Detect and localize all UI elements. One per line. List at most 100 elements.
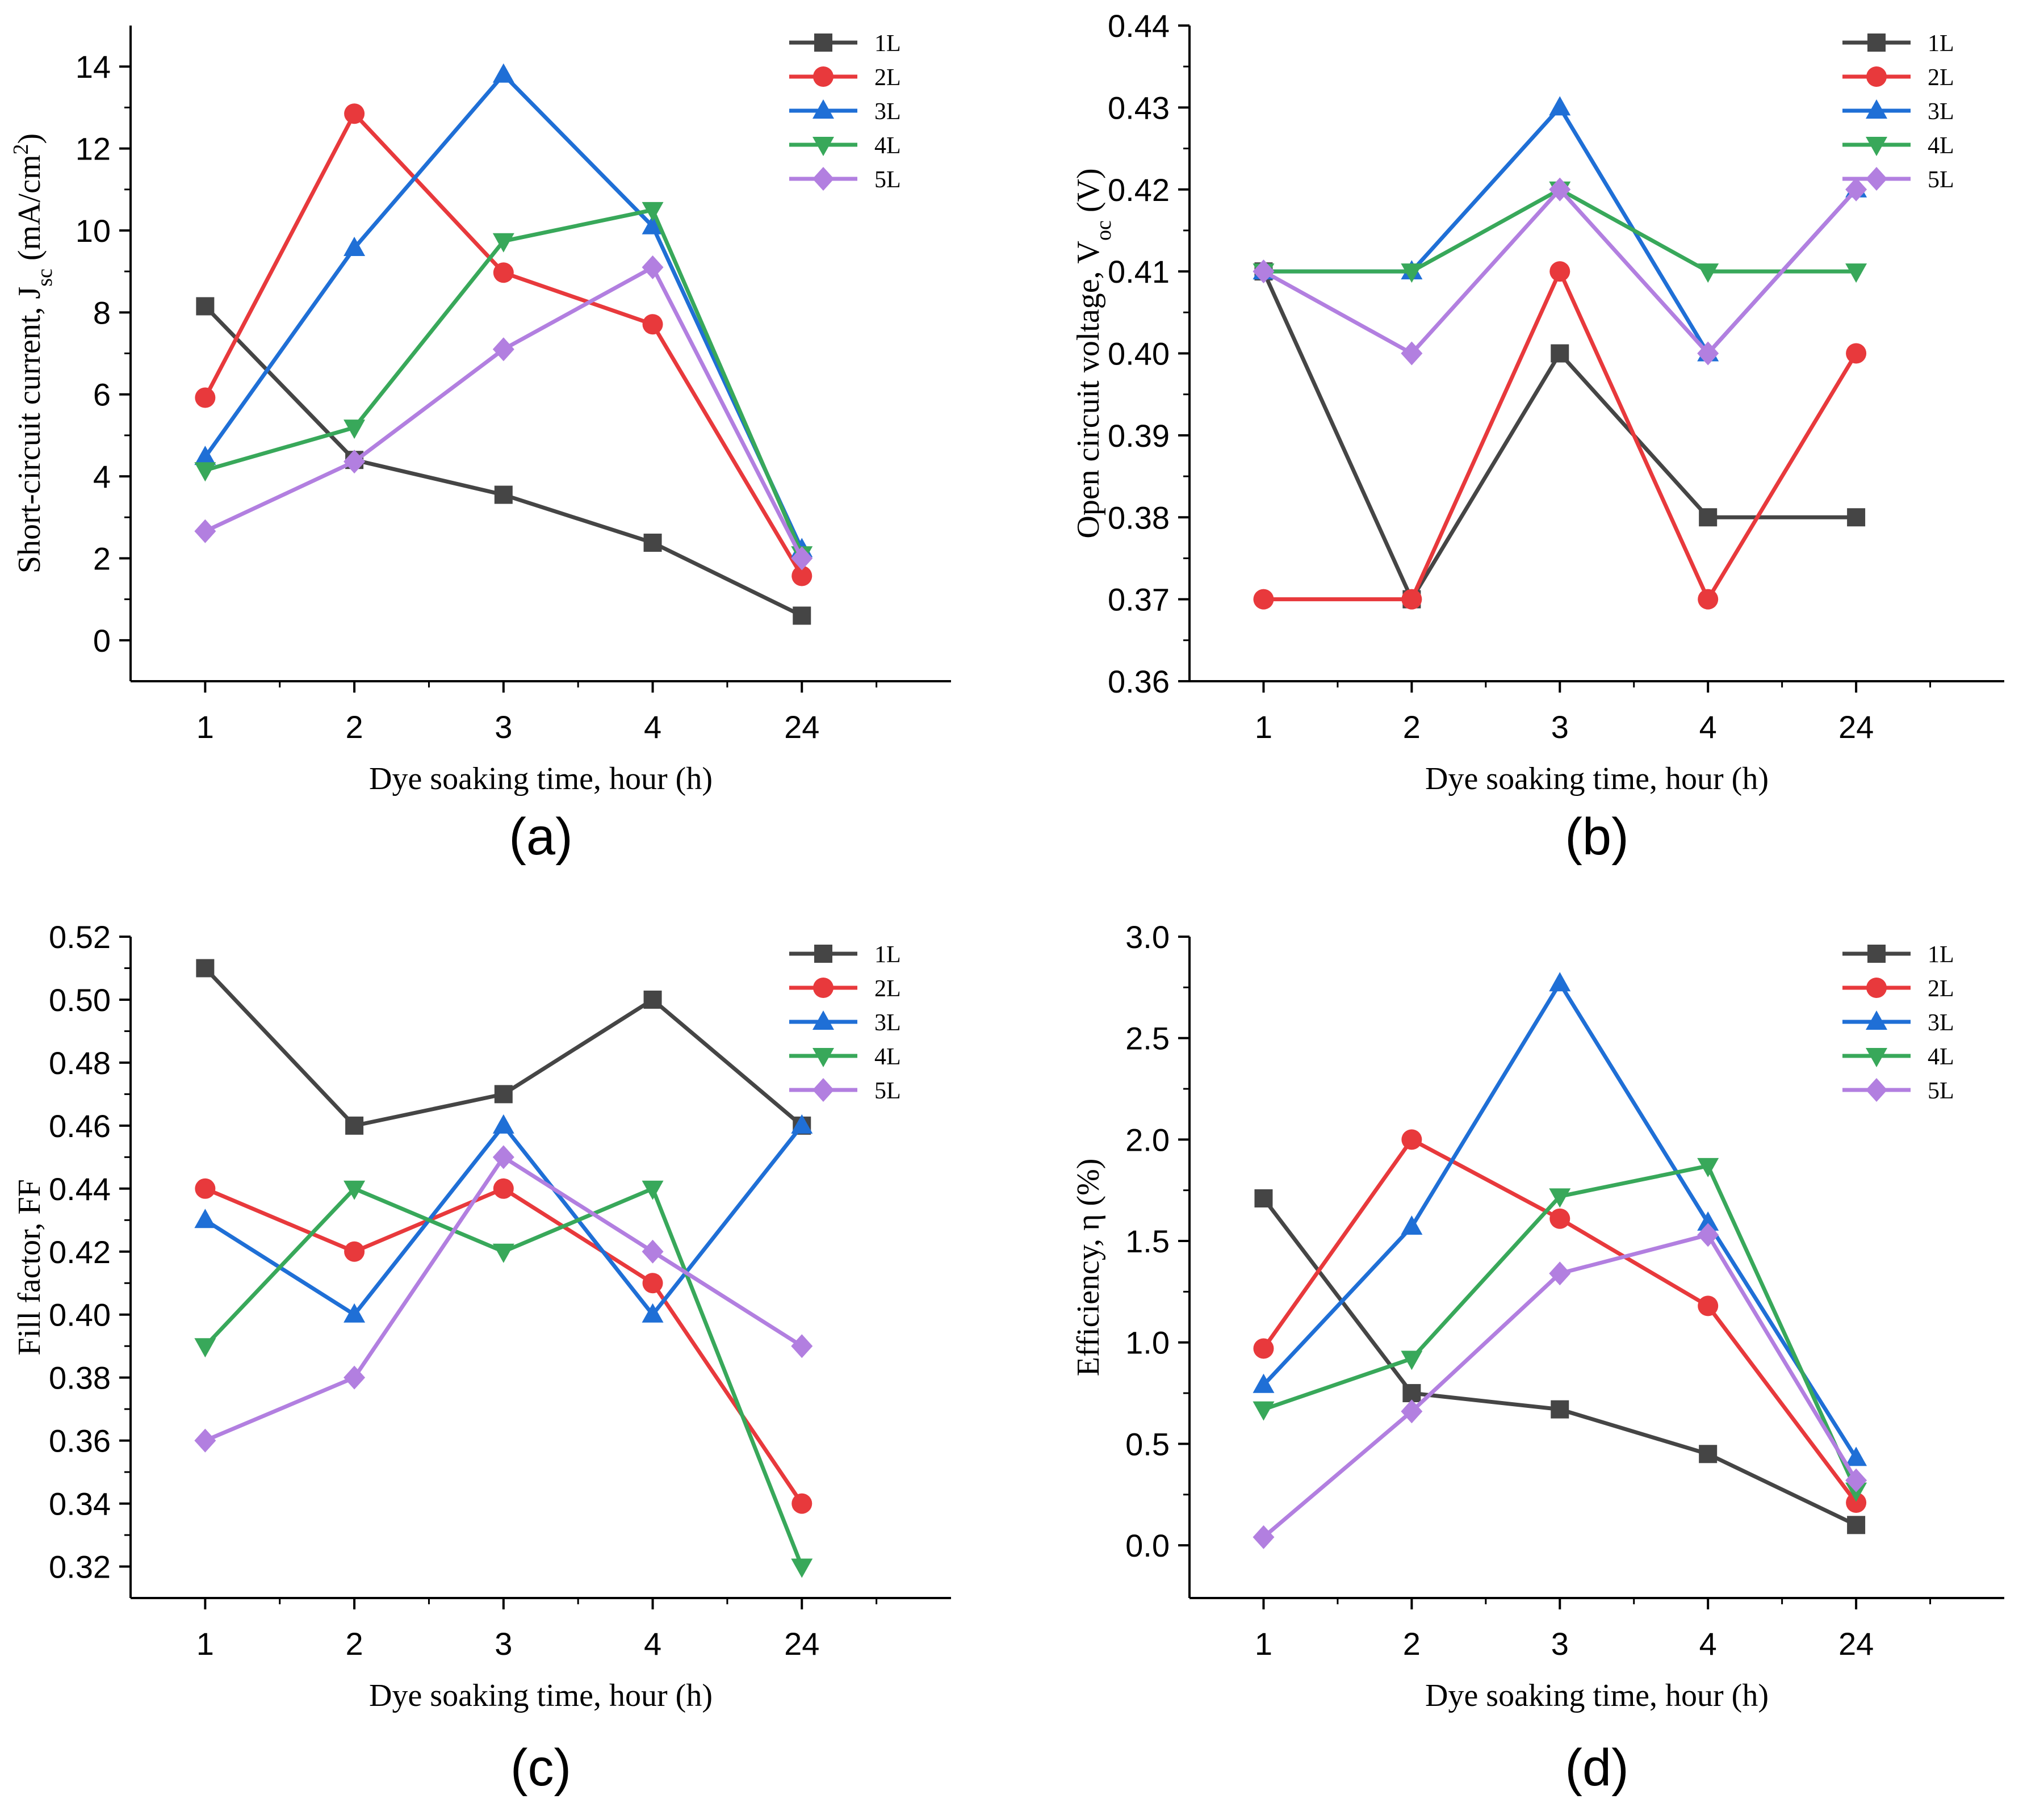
panel-label: (b) xyxy=(1565,808,1628,866)
legend-label-1L: 1L xyxy=(874,31,901,57)
data-point-2L xyxy=(642,314,663,335)
x-tick-label: 1 xyxy=(1255,1626,1272,1662)
y-tick-label: 0.40 xyxy=(49,1297,111,1333)
data-point-5L xyxy=(1697,1223,1719,1247)
legend: 1L 2L 3L 4L 5L xyxy=(789,31,901,193)
series-3L xyxy=(194,63,813,557)
legend-label-5L: 5L xyxy=(874,167,901,193)
data-point-4L xyxy=(642,202,664,221)
data-point-2L xyxy=(1549,261,1570,282)
x-axis-title: Dye soaking time, hour (h) xyxy=(369,761,713,796)
x-tick-label: 2 xyxy=(346,1626,363,1662)
data-point-1L xyxy=(1402,1384,1421,1403)
y-tick-label: 0.42 xyxy=(49,1234,111,1270)
data-point-1L xyxy=(196,297,215,316)
x-tick-label: 24 xyxy=(1838,1626,1874,1662)
series-5L xyxy=(194,1145,813,1453)
chart-panel-2: 0.36 0.37 0.38 0.39 0.40 0.41 0.42 0.43 0.44 1 2 3 4… xyxy=(1071,8,2004,866)
data-point-5L xyxy=(1845,177,1867,202)
data-point-5L xyxy=(344,1365,366,1390)
y-tick-label: 0.42 xyxy=(1108,172,1170,208)
legend-label-4L: 4L xyxy=(1928,1044,1954,1070)
data-point-3L xyxy=(344,1303,366,1323)
series-1L xyxy=(196,959,811,1135)
data-point-5L xyxy=(642,1239,664,1264)
legend-marker-2L xyxy=(813,66,834,87)
data-point-4L xyxy=(1549,1188,1571,1208)
data-point-2L xyxy=(1846,343,1867,364)
x-tick-label: 3 xyxy=(1551,1626,1569,1662)
x-tick-label: 3 xyxy=(495,709,512,745)
data-point-4L xyxy=(344,1180,366,1200)
x-tick-label: 3 xyxy=(1551,709,1569,745)
data-point-5L xyxy=(1401,341,1423,366)
series-2L xyxy=(195,103,812,586)
data-point-2L xyxy=(195,387,216,408)
legend-marker-3L xyxy=(1866,1010,1887,1030)
y-tick-label: 0.38 xyxy=(49,1360,111,1396)
legend-label-4L: 4L xyxy=(1928,133,1954,159)
series-3L xyxy=(194,1114,813,1323)
y-tick-label: 0.0 xyxy=(1125,1528,1170,1563)
y-tick-label: 0.46 xyxy=(49,1108,111,1144)
series-line-3L xyxy=(1263,105,1858,355)
x-tick-label: 3 xyxy=(495,1626,512,1662)
data-point-2L xyxy=(791,1493,812,1514)
y-tick-label: 0.36 xyxy=(49,1423,111,1459)
y-tick-label: 0.39 xyxy=(1108,418,1170,454)
y-tick-label: 0.44 xyxy=(49,1171,111,1207)
data-point-3L xyxy=(1549,972,1571,992)
legend-marker-2L xyxy=(813,978,834,998)
legend: 1L 2L 3L 4L 5L xyxy=(1842,942,1954,1104)
data-point-3L xyxy=(194,1209,216,1228)
data-point-5L xyxy=(642,255,664,279)
y-tick-label: 2.0 xyxy=(1125,1122,1170,1158)
legend-label-2L: 2L xyxy=(874,976,901,1002)
data-point-5L xyxy=(1253,1525,1275,1549)
chart-panel-4: 0.0 0.5 1.0 1.5 2.0 2.5 3.0 1 2 3 4 24 Dye soaking t… xyxy=(1071,919,2004,1797)
legend-label-2L: 2L xyxy=(874,65,901,91)
x-tick-label: 24 xyxy=(784,1626,819,1662)
legend-marker-4L xyxy=(812,137,834,156)
data-point-5L xyxy=(194,519,216,543)
legend-label-1L: 1L xyxy=(1928,942,1954,968)
data-point-2L xyxy=(1253,589,1274,610)
legend-marker-1L xyxy=(814,33,832,52)
legend-label-1L: 1L xyxy=(874,942,901,968)
y-tick-label: 1.0 xyxy=(1125,1325,1170,1361)
legend-label-4L: 4L xyxy=(874,133,901,159)
series-2L xyxy=(1253,261,1867,610)
y-tick-label: 1.5 xyxy=(1125,1223,1170,1259)
y-tick-label: 6 xyxy=(93,377,111,413)
data-point-4L xyxy=(642,1180,664,1200)
data-point-2L xyxy=(1253,1338,1274,1359)
data-point-3L xyxy=(194,446,216,466)
data-point-1L xyxy=(1551,1400,1569,1419)
y-tick-label: 14 xyxy=(76,49,111,85)
x-tick-label: 24 xyxy=(1838,709,1874,745)
legend-label-3L: 3L xyxy=(874,1010,901,1036)
x-axis-title: Dye soaking time, hour (h) xyxy=(1425,1678,1769,1713)
legend-marker-3L xyxy=(812,99,834,119)
data-point-5L xyxy=(1697,341,1719,366)
data-point-1L xyxy=(643,534,662,552)
legend-marker-3L xyxy=(812,1010,834,1030)
data-point-5L xyxy=(1401,1399,1423,1424)
legend-label-3L: 3L xyxy=(1928,1010,1954,1036)
data-point-5L xyxy=(1845,1468,1867,1492)
y-axis-title: Open circuit voltage, Voc (V) xyxy=(1071,168,1116,538)
data-point-5L xyxy=(492,337,514,362)
y-tick-label: 0.50 xyxy=(49,982,111,1018)
series-4L xyxy=(194,1180,813,1578)
legend-label-5L: 5L xyxy=(1928,167,1954,193)
legend-marker-2L xyxy=(1866,66,1887,87)
legend-marker-1L xyxy=(1867,945,1886,963)
data-point-4L xyxy=(492,233,514,253)
y-tick-label: 10 xyxy=(76,213,111,249)
data-point-1L xyxy=(643,990,662,1009)
data-point-2L xyxy=(642,1273,663,1294)
legend-label-5L: 5L xyxy=(874,1078,901,1104)
x-tick-label: 1 xyxy=(1255,709,1272,745)
y-tick-label: 0.52 xyxy=(49,919,111,955)
